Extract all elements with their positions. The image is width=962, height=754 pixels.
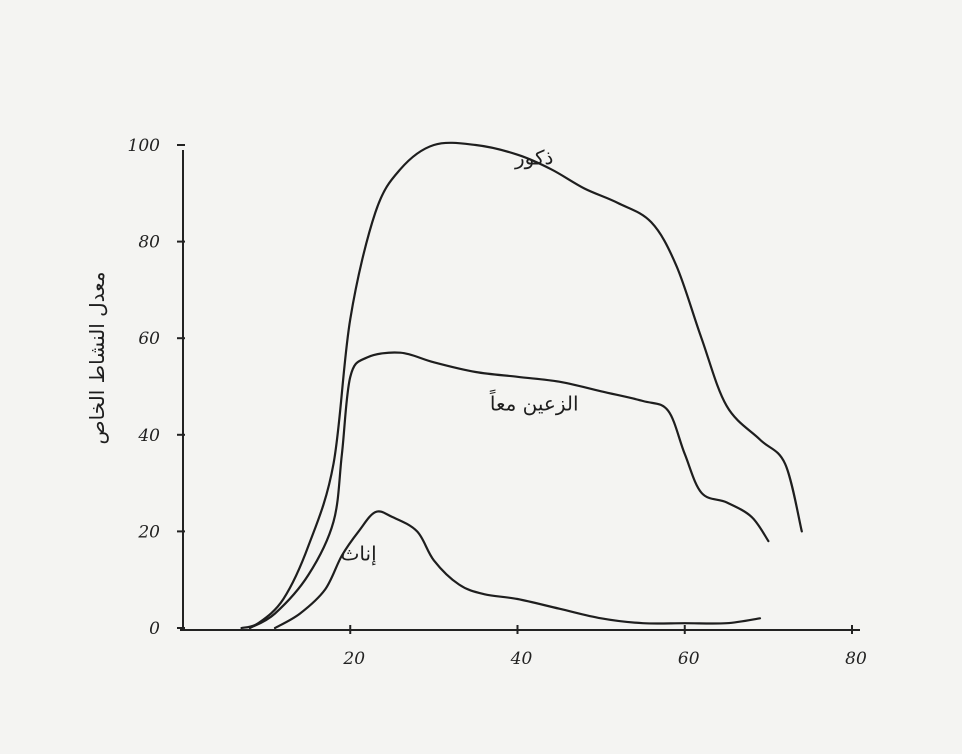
y-tick-label: 20 [137, 522, 160, 542]
axis-ticks: 0 20 40 60 80 100 20 40 60 80 [128, 136, 867, 669]
series-layer [240, 141, 803, 630]
x-tick-label: 80 [845, 649, 867, 669]
y-tick-label: 80 [138, 233, 160, 253]
series-annotation-3: إناث [341, 541, 377, 566]
x-tick-label: 40 [510, 649, 533, 669]
series-annotation-1: ذكور [514, 145, 553, 169]
y-tick-label: 40 [137, 426, 160, 446]
series-line-3 [273, 510, 762, 630]
y-tick-label: 0 [149, 619, 160, 639]
series-line-2 [248, 351, 770, 630]
series-annotation-2: الزعين معاً [490, 389, 579, 415]
x-tick-label: 60 [678, 649, 700, 669]
x-tick-label: 20 [342, 649, 365, 669]
y-tick-label: 60 [138, 329, 160, 349]
y-axis-title: معدل النشاط الخاص [85, 271, 109, 444]
annotation-layer: ذكور الزعين معاً إناث [341, 145, 579, 566]
series-line-1 [240, 141, 803, 630]
y-tick-label: 100 [128, 136, 161, 156]
